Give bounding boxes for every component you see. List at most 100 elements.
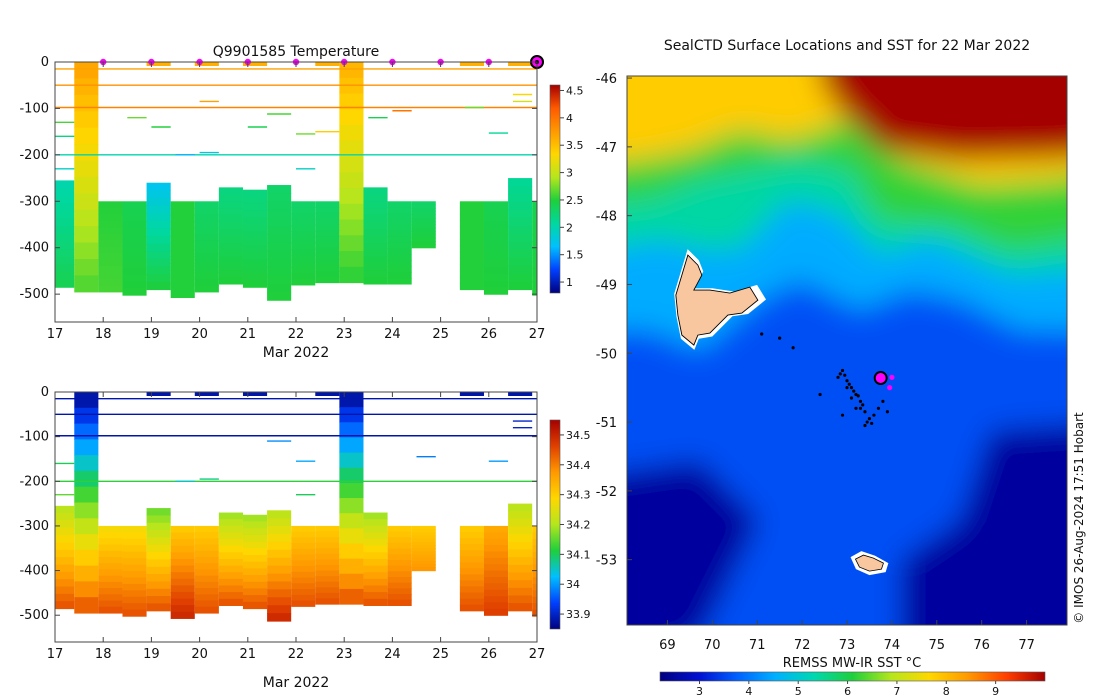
profile-cell xyxy=(459,544,484,551)
profile-cell xyxy=(98,557,123,564)
y-tick-label: -100 xyxy=(19,101,49,116)
profile-cell xyxy=(315,592,340,600)
salinity-cells xyxy=(55,392,537,622)
latest-position-marker xyxy=(873,371,888,386)
profile-cell xyxy=(532,609,537,617)
profile-cell xyxy=(291,554,316,561)
lon-tick-label: 69 xyxy=(659,638,676,653)
surface-cell xyxy=(459,392,484,396)
profile-cell xyxy=(122,228,147,236)
profile-cell xyxy=(508,534,533,543)
profile-cell xyxy=(363,228,388,237)
profile-cell xyxy=(532,603,537,611)
sst-zone-hot xyxy=(820,76,1067,160)
profile-cell xyxy=(74,78,99,96)
profile-cell xyxy=(98,207,123,215)
profile-cell xyxy=(387,588,412,595)
profile-cell xyxy=(218,539,243,547)
profile-cell xyxy=(74,470,99,488)
profile-cell xyxy=(339,392,364,408)
profile-cell xyxy=(532,261,537,269)
profile-cell xyxy=(267,510,292,519)
profile-cell xyxy=(267,185,292,194)
profile-cell xyxy=(146,213,171,222)
profile-cell xyxy=(267,534,292,543)
surface-cell xyxy=(242,62,268,66)
profile-cell xyxy=(146,552,171,561)
profile-cell xyxy=(532,571,537,579)
profile-cell xyxy=(267,267,292,277)
profile-cell xyxy=(483,551,509,559)
profile-cell xyxy=(267,565,292,575)
profile-cell xyxy=(459,531,484,539)
profile-cell xyxy=(339,172,364,189)
profile-cell xyxy=(459,226,484,234)
profile-cell xyxy=(339,140,364,158)
y-tick-label: -300 xyxy=(19,194,49,209)
profile-cell xyxy=(508,541,533,551)
surface-cell xyxy=(459,62,484,66)
profile-cell xyxy=(532,590,537,598)
colorbar-tick-label: 34 xyxy=(566,578,580,591)
profile-cell xyxy=(267,573,292,583)
profile-cell xyxy=(315,598,340,605)
profile-cell xyxy=(291,548,316,556)
track-point xyxy=(778,336,782,340)
profile-cell xyxy=(508,225,533,235)
profile-cell xyxy=(194,227,219,235)
profile-cell xyxy=(291,577,316,584)
profile-cell xyxy=(122,288,147,296)
profile-cell xyxy=(146,588,171,597)
profile-cell xyxy=(459,586,484,594)
profile-cell xyxy=(242,245,268,253)
profile-cell xyxy=(483,287,509,295)
sst-colorbar-tick-label: 9 xyxy=(992,685,999,698)
profile-cell xyxy=(483,221,509,229)
x-tick-label: 26 xyxy=(481,327,498,342)
profile-cell xyxy=(98,588,123,595)
profile-cell xyxy=(411,535,436,540)
profile-cell xyxy=(315,241,340,249)
profile-cell xyxy=(387,565,412,572)
profile-cell xyxy=(363,532,388,540)
profile-cell xyxy=(218,187,243,195)
temperature-section-panel: Q9901585 Temperature 17 18 19 20 21 22 23 24 25 2… xyxy=(19,44,583,361)
profile-cell xyxy=(411,545,436,549)
track-point xyxy=(885,410,890,414)
profile-cell xyxy=(291,566,316,573)
profile-cell xyxy=(315,207,340,214)
profile-cell xyxy=(267,613,292,622)
profile-cell xyxy=(387,542,412,550)
track-point xyxy=(872,413,876,417)
profile-cell xyxy=(170,605,195,613)
profile-cell xyxy=(146,228,171,237)
lat-tick-label: -53 xyxy=(596,554,617,569)
profile-cell xyxy=(146,596,171,605)
map-title: SealCTD Surface Locations and SST for 22… xyxy=(664,38,1030,54)
profile-cell xyxy=(194,214,219,222)
profile-cell xyxy=(55,233,75,243)
profile-cell xyxy=(267,291,292,301)
profile-cell xyxy=(459,220,484,228)
profile-cell xyxy=(218,585,243,593)
profile-cell xyxy=(411,237,436,242)
profile-cell xyxy=(98,550,123,558)
profile-cell xyxy=(315,276,340,284)
profile-cell xyxy=(315,259,340,266)
colorbar-tick-label: 33.9 xyxy=(566,608,591,621)
profile-cell xyxy=(170,558,195,567)
profile-cell xyxy=(74,407,99,425)
profile-cell xyxy=(339,62,364,79)
surface-cell xyxy=(315,392,340,396)
profile-cell xyxy=(387,242,412,250)
track-point xyxy=(854,406,858,410)
profile-cell xyxy=(170,269,195,278)
y-tick-label: 0 xyxy=(41,385,49,400)
profile-cell xyxy=(411,567,436,572)
profile-cell xyxy=(411,231,436,236)
profile-cell xyxy=(146,236,171,245)
profile-cell xyxy=(267,549,292,559)
sst-zone-dark xyxy=(900,424,1067,625)
profile-cell xyxy=(387,254,412,261)
profile-cell xyxy=(218,519,243,527)
